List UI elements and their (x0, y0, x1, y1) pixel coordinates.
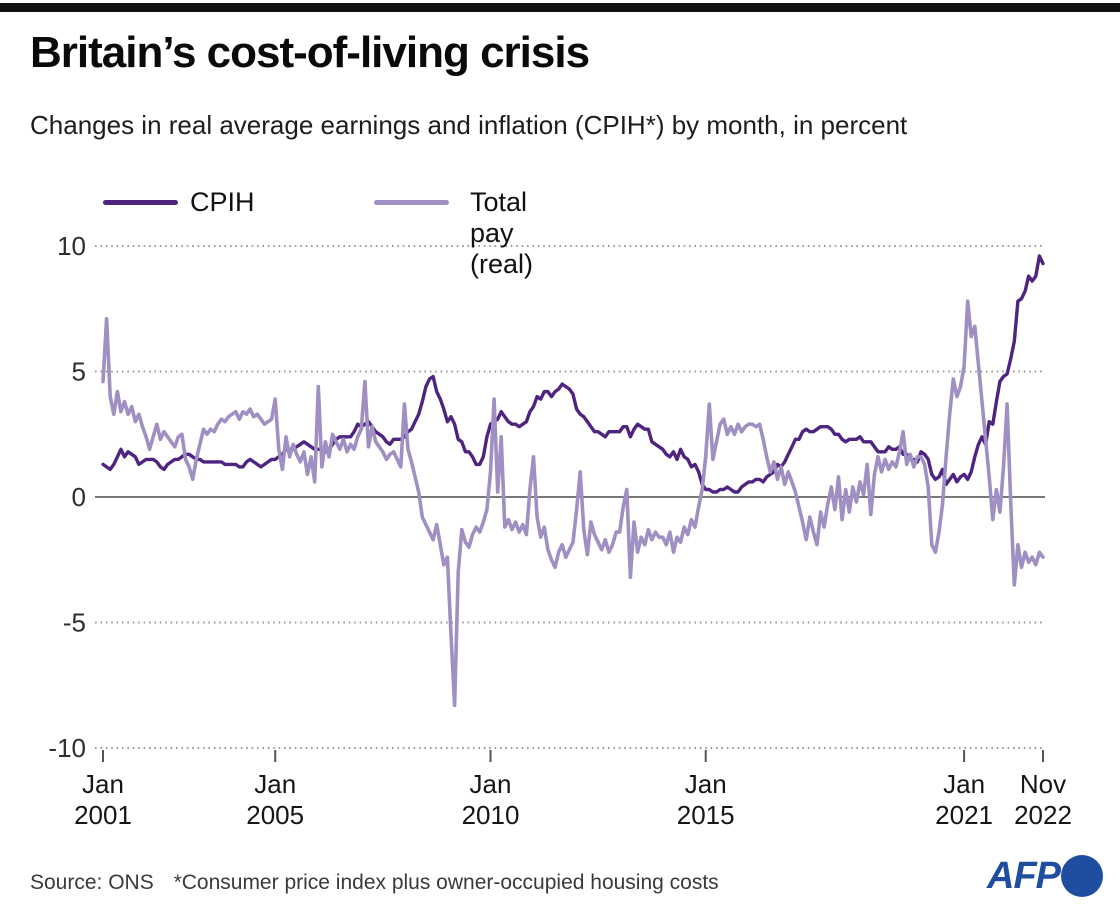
page-subtitle: Changes in real average earnings and inf… (30, 110, 908, 140)
svg-text:Jan: Jan (470, 769, 512, 799)
svg-text:2010: 2010 (462, 800, 520, 830)
svg-text:10: 10 (57, 231, 86, 261)
legend-label-cpih: CPIH (190, 187, 255, 217)
source-text: Source: ONS (30, 871, 154, 894)
svg-text:5: 5 (72, 357, 86, 387)
svg-text:Jan: Jan (943, 769, 985, 799)
svg-text:Nov: Nov (1020, 769, 1066, 799)
afp-logo: AFP (987, 855, 1103, 897)
svg-text:2022: 2022 (1014, 800, 1072, 830)
svg-text:2005: 2005 (246, 800, 304, 830)
legend-label-total-pay: Total pay (real) (470, 187, 534, 279)
legend-swatch-total-pay (374, 200, 449, 205)
svg-text:Jan: Jan (685, 769, 727, 799)
svg-text:0: 0 (72, 482, 86, 512)
svg-text:2001: 2001 (74, 800, 132, 830)
svg-text:Jan: Jan (254, 769, 296, 799)
page-title: Britain’s cost-of-living crisis (30, 28, 590, 77)
svg-text:-5: -5 (63, 608, 86, 638)
svg-text:Jan: Jan (82, 769, 124, 799)
legend-swatch-cpih (103, 200, 178, 205)
footnote-text: *Consumer price index plus owner-occupie… (173, 871, 719, 894)
svg-text:-10: -10 (48, 733, 86, 763)
top-bar (0, 3, 1120, 12)
afp-logo-text: AFP (987, 855, 1061, 897)
source-row: Source: ONS *Consumer price index plus o… (30, 871, 719, 895)
afp-logo-circle (1061, 855, 1103, 897)
svg-text:2021: 2021 (935, 800, 993, 830)
svg-text:2015: 2015 (677, 800, 735, 830)
